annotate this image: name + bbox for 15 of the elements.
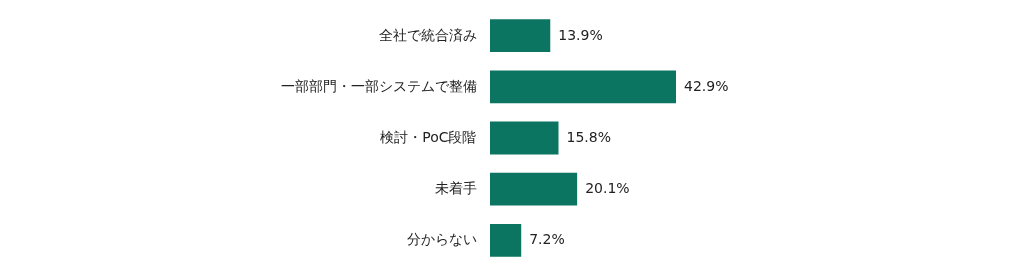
data-label: 7.2% (529, 231, 565, 248)
bar (490, 70, 676, 104)
data-label: 20.1% (585, 180, 630, 197)
bar (490, 224, 522, 257)
y-tick-label: 一部部門・一部システムで整備 (280, 77, 477, 94)
y-tick-label: 分からない (406, 231, 477, 248)
y-tick-label: 全社で統合済み (378, 26, 477, 43)
data-label: 42.9% (684, 77, 729, 94)
y-tick-label: 未着手 (434, 180, 477, 197)
y-tick-label: 検討・PoC段階 (380, 129, 477, 145)
bar (490, 121, 559, 155)
bar (490, 19, 551, 52)
bar (490, 172, 578, 206)
data-label: 15.8% (566, 129, 611, 145)
data-label: 13.9% (558, 26, 603, 43)
